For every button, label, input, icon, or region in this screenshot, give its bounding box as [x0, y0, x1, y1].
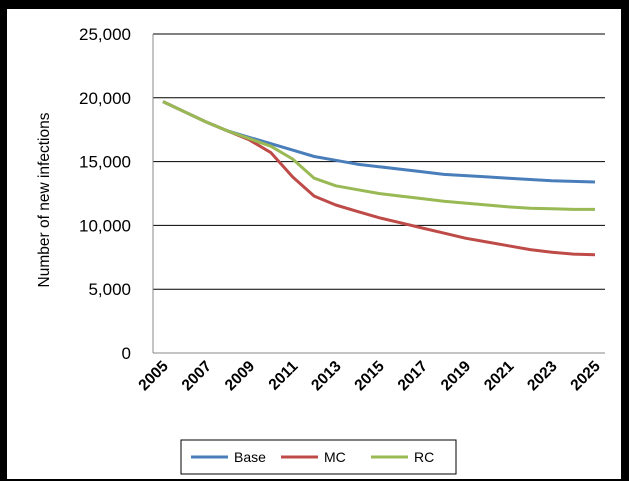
y-tick-label: 20,000	[79, 89, 131, 108]
series-lines	[162, 100, 596, 257]
x-tick-label: 2021	[481, 358, 518, 395]
y-tick-label: 25,000	[79, 25, 131, 44]
x-tick-label: 2011	[266, 358, 302, 394]
legend-label-rc: RC	[414, 449, 434, 465]
y-tick-label: 10,000	[79, 216, 131, 235]
y-axis-ticks: 0 5,000 10,000 15,000 20,000 25,000	[79, 25, 131, 363]
y-tick-label: 15,000	[79, 153, 131, 172]
x-axis-ticks: 2005 2007 2009 2011 2013 2015 2017 2019 2021 2023…	[135, 358, 604, 395]
x-tick-label: 2019	[438, 358, 475, 395]
x-tick-label: 2015	[351, 358, 388, 395]
x-tick-label: 2017	[395, 358, 431, 394]
legend-label-mc: MC	[324, 449, 346, 465]
x-tick-label: 2013	[308, 358, 345, 395]
x-tick-label: 2007	[179, 358, 215, 394]
y-tick-label: 0	[122, 344, 131, 363]
legend: Base MC RC	[180, 439, 457, 475]
chart-frame: 0 5,000 10,000 15,000 20,000 25,000 2005 2007 2…	[7, 9, 621, 479]
gridlines	[152, 33, 605, 354]
series-line-rc	[162, 100, 595, 211]
legend-label-base: Base	[234, 449, 266, 465]
y-axis-title: Number of new infections	[36, 112, 53, 287]
x-tick-label: 2009	[222, 358, 259, 395]
x-tick-label: 2005	[135, 358, 172, 395]
x-tick-label: 2023	[524, 358, 561, 395]
series-line-base	[162, 100, 596, 184]
x-tick-label: 2025	[567, 358, 604, 395]
y-tick-label: 5,000	[88, 280, 131, 299]
